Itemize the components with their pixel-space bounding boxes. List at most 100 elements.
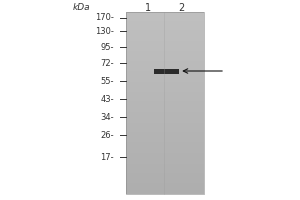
Bar — [126, 171, 204, 173]
Bar — [126, 86, 204, 88]
Bar — [126, 144, 204, 146]
Bar — [126, 50, 204, 52]
Bar — [126, 26, 204, 27]
Bar — [126, 145, 204, 147]
Bar — [126, 150, 204, 152]
Bar — [126, 17, 204, 18]
Bar — [126, 156, 204, 158]
Bar — [126, 88, 204, 90]
Bar — [126, 188, 204, 190]
Bar — [126, 174, 204, 176]
Bar — [126, 77, 204, 79]
Bar — [126, 68, 204, 70]
Bar — [126, 59, 204, 61]
Text: 72-: 72- — [100, 58, 114, 68]
Bar — [126, 45, 204, 47]
Bar — [126, 101, 204, 103]
Bar — [126, 29, 204, 30]
Bar — [126, 162, 204, 164]
Bar — [126, 23, 204, 24]
Text: 95-: 95- — [100, 43, 114, 51]
Bar — [126, 192, 204, 194]
Bar — [126, 115, 204, 117]
Bar — [126, 139, 204, 141]
Text: 34-: 34- — [100, 112, 114, 121]
Bar — [126, 118, 204, 120]
Bar — [126, 15, 204, 17]
Bar — [126, 47, 204, 49]
Bar — [126, 159, 204, 161]
Bar — [126, 114, 204, 115]
Bar — [126, 106, 204, 108]
Bar — [126, 148, 204, 150]
Bar — [126, 147, 204, 149]
Bar — [126, 155, 204, 156]
Bar — [126, 83, 204, 85]
Bar — [126, 103, 204, 105]
Bar — [126, 76, 204, 77]
Bar — [126, 120, 204, 121]
Bar — [126, 126, 204, 127]
Bar — [126, 186, 204, 188]
Bar — [126, 71, 204, 73]
Bar — [126, 70, 204, 71]
Bar — [126, 121, 204, 123]
Bar — [126, 65, 204, 67]
Bar — [126, 94, 204, 96]
Bar — [126, 124, 204, 126]
Bar — [126, 100, 204, 102]
Bar — [126, 170, 204, 171]
Bar — [126, 39, 204, 41]
Bar — [126, 117, 204, 118]
Bar — [126, 182, 204, 184]
Bar — [126, 180, 204, 182]
Bar — [126, 132, 204, 134]
Bar — [126, 61, 204, 62]
Bar — [126, 33, 204, 35]
Bar — [126, 138, 204, 140]
Bar — [126, 85, 204, 87]
Bar — [126, 79, 204, 80]
Bar — [126, 67, 204, 68]
Bar — [126, 112, 204, 114]
Bar — [126, 183, 204, 185]
Bar — [126, 20, 204, 21]
Bar — [126, 185, 204, 187]
Bar — [126, 108, 204, 109]
Bar — [126, 153, 204, 155]
Bar — [126, 53, 204, 55]
Bar — [126, 18, 204, 20]
Bar — [154, 68, 179, 73]
Bar — [126, 123, 204, 124]
Bar — [126, 51, 204, 53]
Bar — [126, 80, 204, 82]
Bar — [126, 176, 204, 178]
Bar — [126, 161, 204, 162]
Bar — [126, 56, 204, 58]
Text: kDa: kDa — [72, 3, 90, 12]
Bar — [126, 32, 204, 33]
Bar — [126, 105, 204, 106]
Bar — [126, 82, 204, 83]
Bar — [126, 97, 204, 99]
Bar — [126, 24, 204, 26]
Bar — [126, 38, 204, 40]
Text: 170-: 170- — [95, 14, 114, 22]
Bar — [126, 179, 204, 181]
Bar — [126, 89, 204, 91]
Bar — [126, 54, 204, 56]
Bar — [126, 74, 204, 76]
Bar — [126, 135, 204, 137]
Bar — [126, 62, 204, 64]
Text: 1: 1 — [146, 3, 152, 13]
Bar — [126, 168, 204, 170]
Bar — [126, 165, 204, 167]
Bar — [126, 191, 204, 193]
Bar — [126, 141, 204, 143]
Text: 2: 2 — [178, 3, 184, 13]
Bar — [126, 36, 204, 38]
Bar — [126, 44, 204, 46]
Bar — [126, 95, 204, 97]
Bar — [126, 109, 204, 111]
Bar — [126, 167, 204, 168]
